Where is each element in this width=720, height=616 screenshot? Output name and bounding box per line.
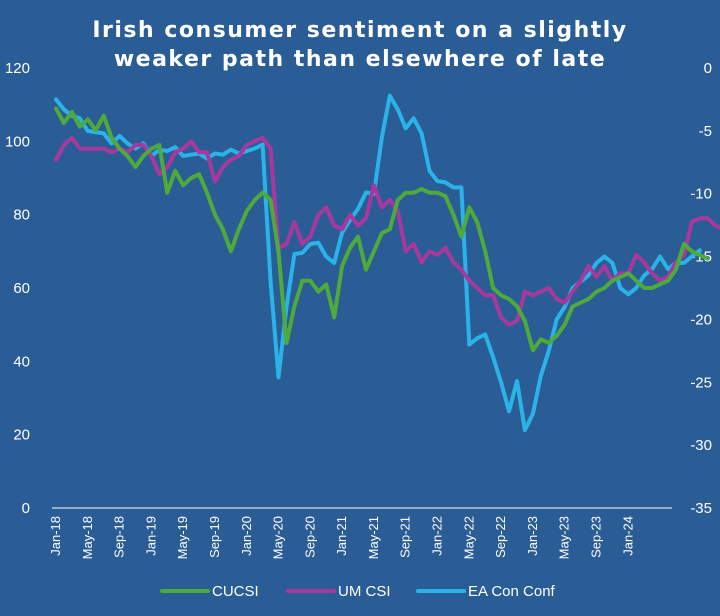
left-tick-label: 0 [22,500,30,517]
legend-label: UM CSI [338,583,391,600]
x-tick-label: May-18 [80,516,95,559]
x-tick-label: Jan-20 [239,516,254,556]
series-line [54,93,702,433]
right-axis: -35-30-25-20-15-10-50 [690,60,712,517]
chart-title-line-2: weaker path than elsewhere of late [113,47,607,72]
x-tick-label: May-21 [366,516,381,559]
left-tick-label: 120 [5,60,30,77]
left-tick-label: 60 [13,280,30,297]
x-tick-label: May-23 [557,516,572,559]
right-tick-label: -25 [690,374,712,391]
x-axis: Jan-18 May-18 Sep-18 Jan-19 May-19 Sep-19 Jan-… [48,516,635,559]
right-tick-label: -35 [690,500,712,517]
x-tick-label: May-22 [461,516,476,559]
x-tick-label: Sep-18 [112,516,127,558]
x-tick-label: Sep-21 [398,516,413,558]
legend-label: EA Con Conf [468,583,556,600]
right-tick-label: -30 [690,437,712,454]
x-tick-label: Jan-21 [334,516,349,556]
x-tick-label: May-20 [271,516,286,559]
left-tick-label: 100 [5,133,30,150]
left-tick-label: 40 [13,353,30,370]
x-tick-label: Sep-23 [588,516,603,558]
right-tick-label: 0 [704,60,712,77]
left-axis: 0 20 40 60 80 100 120 [5,60,30,517]
x-tick-label: Jan-23 [525,516,540,556]
x-tick-label: Jan-18 [48,516,63,556]
legend: CUCSI UM CSI EA Con Conf [160,583,556,600]
left-tick-label: 80 [13,207,30,224]
legend-label: CUCSI [212,583,259,600]
right-tick-label: -5 [699,123,712,140]
x-tick-label: Sep-19 [207,516,222,558]
x-tick-label: Sep-22 [493,516,508,558]
x-tick-label: Sep-20 [302,516,317,558]
left-tick-label: 20 [13,427,30,444]
series-line [54,106,710,353]
series-layer [54,93,720,433]
x-tick-label: Jan-19 [143,516,158,556]
x-tick-label: Jan-22 [430,516,445,556]
x-tick-label: May-19 [175,516,190,559]
right-tick-label: -10 [690,186,712,203]
x-tick-label: Jan-24 [620,516,635,556]
chart-title-line-1: Irish consumer sentiment on a slightly [92,18,628,43]
right-tick-label: -20 [690,311,712,328]
